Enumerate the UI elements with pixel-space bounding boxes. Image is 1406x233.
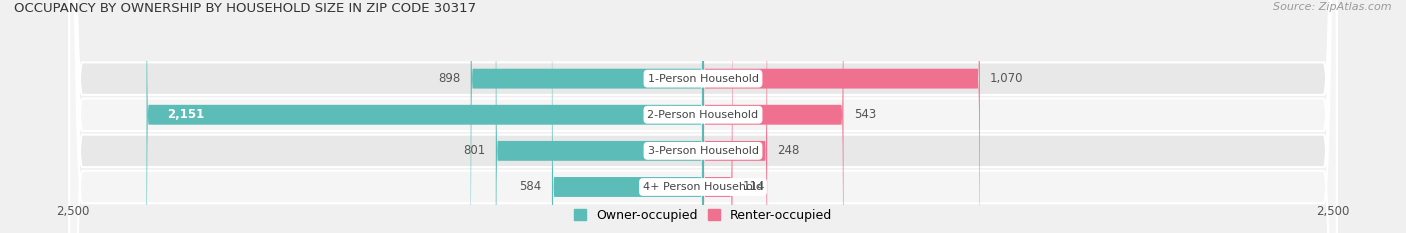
Text: 2,500: 2,500 xyxy=(56,205,90,218)
Text: 584: 584 xyxy=(519,181,541,193)
FancyBboxPatch shape xyxy=(69,0,1337,233)
FancyBboxPatch shape xyxy=(471,0,703,233)
Legend: Owner-occupied, Renter-occupied: Owner-occupied, Renter-occupied xyxy=(568,204,838,227)
FancyBboxPatch shape xyxy=(703,0,733,233)
FancyBboxPatch shape xyxy=(703,0,768,233)
FancyBboxPatch shape xyxy=(496,0,703,233)
Text: 543: 543 xyxy=(853,108,876,121)
Text: 2,500: 2,500 xyxy=(1316,205,1350,218)
Text: 4+ Person Household: 4+ Person Household xyxy=(643,182,763,192)
FancyBboxPatch shape xyxy=(69,0,1337,233)
Text: 114: 114 xyxy=(742,181,765,193)
Text: 2-Person Household: 2-Person Household xyxy=(647,110,759,120)
Text: 3-Person Household: 3-Person Household xyxy=(648,146,758,156)
Text: 2,151: 2,151 xyxy=(167,108,204,121)
Text: OCCUPANCY BY OWNERSHIP BY HOUSEHOLD SIZE IN ZIP CODE 30317: OCCUPANCY BY OWNERSHIP BY HOUSEHOLD SIZE… xyxy=(14,2,477,15)
Text: 801: 801 xyxy=(463,144,485,157)
Text: 1-Person Household: 1-Person Household xyxy=(648,74,758,84)
Text: 1,070: 1,070 xyxy=(990,72,1024,85)
FancyBboxPatch shape xyxy=(703,0,844,233)
FancyBboxPatch shape xyxy=(146,0,703,233)
FancyBboxPatch shape xyxy=(69,0,1337,233)
FancyBboxPatch shape xyxy=(703,0,980,233)
Text: 248: 248 xyxy=(778,144,800,157)
Text: Source: ZipAtlas.com: Source: ZipAtlas.com xyxy=(1274,2,1392,12)
FancyBboxPatch shape xyxy=(69,0,1337,233)
Text: 898: 898 xyxy=(439,72,460,85)
FancyBboxPatch shape xyxy=(553,0,703,233)
